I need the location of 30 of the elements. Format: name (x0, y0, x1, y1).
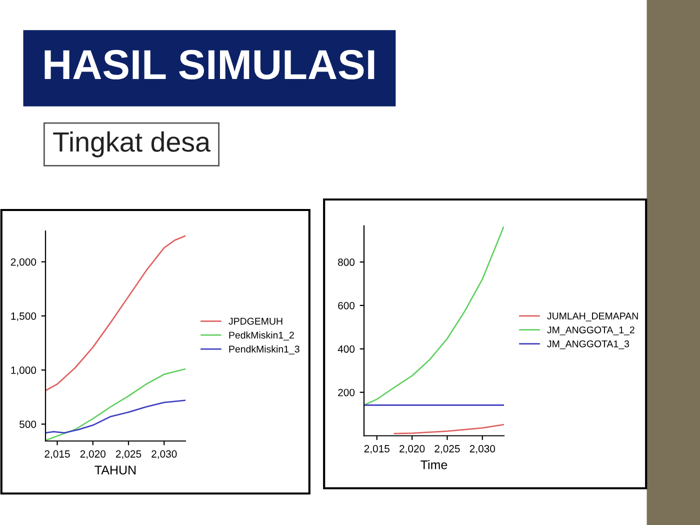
x-tick-label: 2,020 (80, 450, 106, 459)
line-series (46, 400, 186, 434)
y-tick-label: 2,000 (10, 258, 36, 267)
chart-title: HASIL SIMULASI (44, 50, 374, 80)
x-tick-label: 2,025 (434, 445, 460, 454)
x-tick-label: 2,015 (44, 450, 70, 459)
x-tick-label: 2,025 (116, 450, 142, 459)
y-tick-label: 400 (338, 345, 355, 353)
y-tick-label: 600 (338, 302, 355, 310)
y-tick-label: 500 (20, 420, 36, 428)
x-tick-label: 2,020 (400, 445, 425, 454)
x-tick-label: 2,030 (152, 450, 177, 459)
x-axis-title: Time (420, 460, 448, 470)
legend-label: JM_ANGGOTA1_3 (547, 340, 630, 350)
y-tick-label: 800 (338, 258, 355, 266)
line-series (394, 424, 504, 434)
legend-label: JPDGEMUH (228, 318, 282, 325)
y-tick-label: 1,000 (11, 366, 36, 376)
x-tick-label: 2,015 (364, 445, 390, 454)
x-tick-label: 2,030 (470, 445, 496, 454)
line-series (46, 235, 186, 392)
legend-label: JM_ANGGOTA_1_2 (547, 326, 634, 336)
x-axis-title: TAHUN (94, 466, 136, 474)
line-series (364, 226, 504, 406)
legend-label: JUMLAH_DEMAPAN (547, 312, 638, 322)
y-tick-label: 1,500 (11, 312, 36, 322)
chart-subtitle: Tingkat desa (53, 131, 210, 158)
legend-label: PedkMiskin1_2 (229, 331, 294, 340)
legend-label: PendkMiskin1_3 (229, 345, 300, 354)
y-tick-label: 200 (338, 388, 355, 396)
